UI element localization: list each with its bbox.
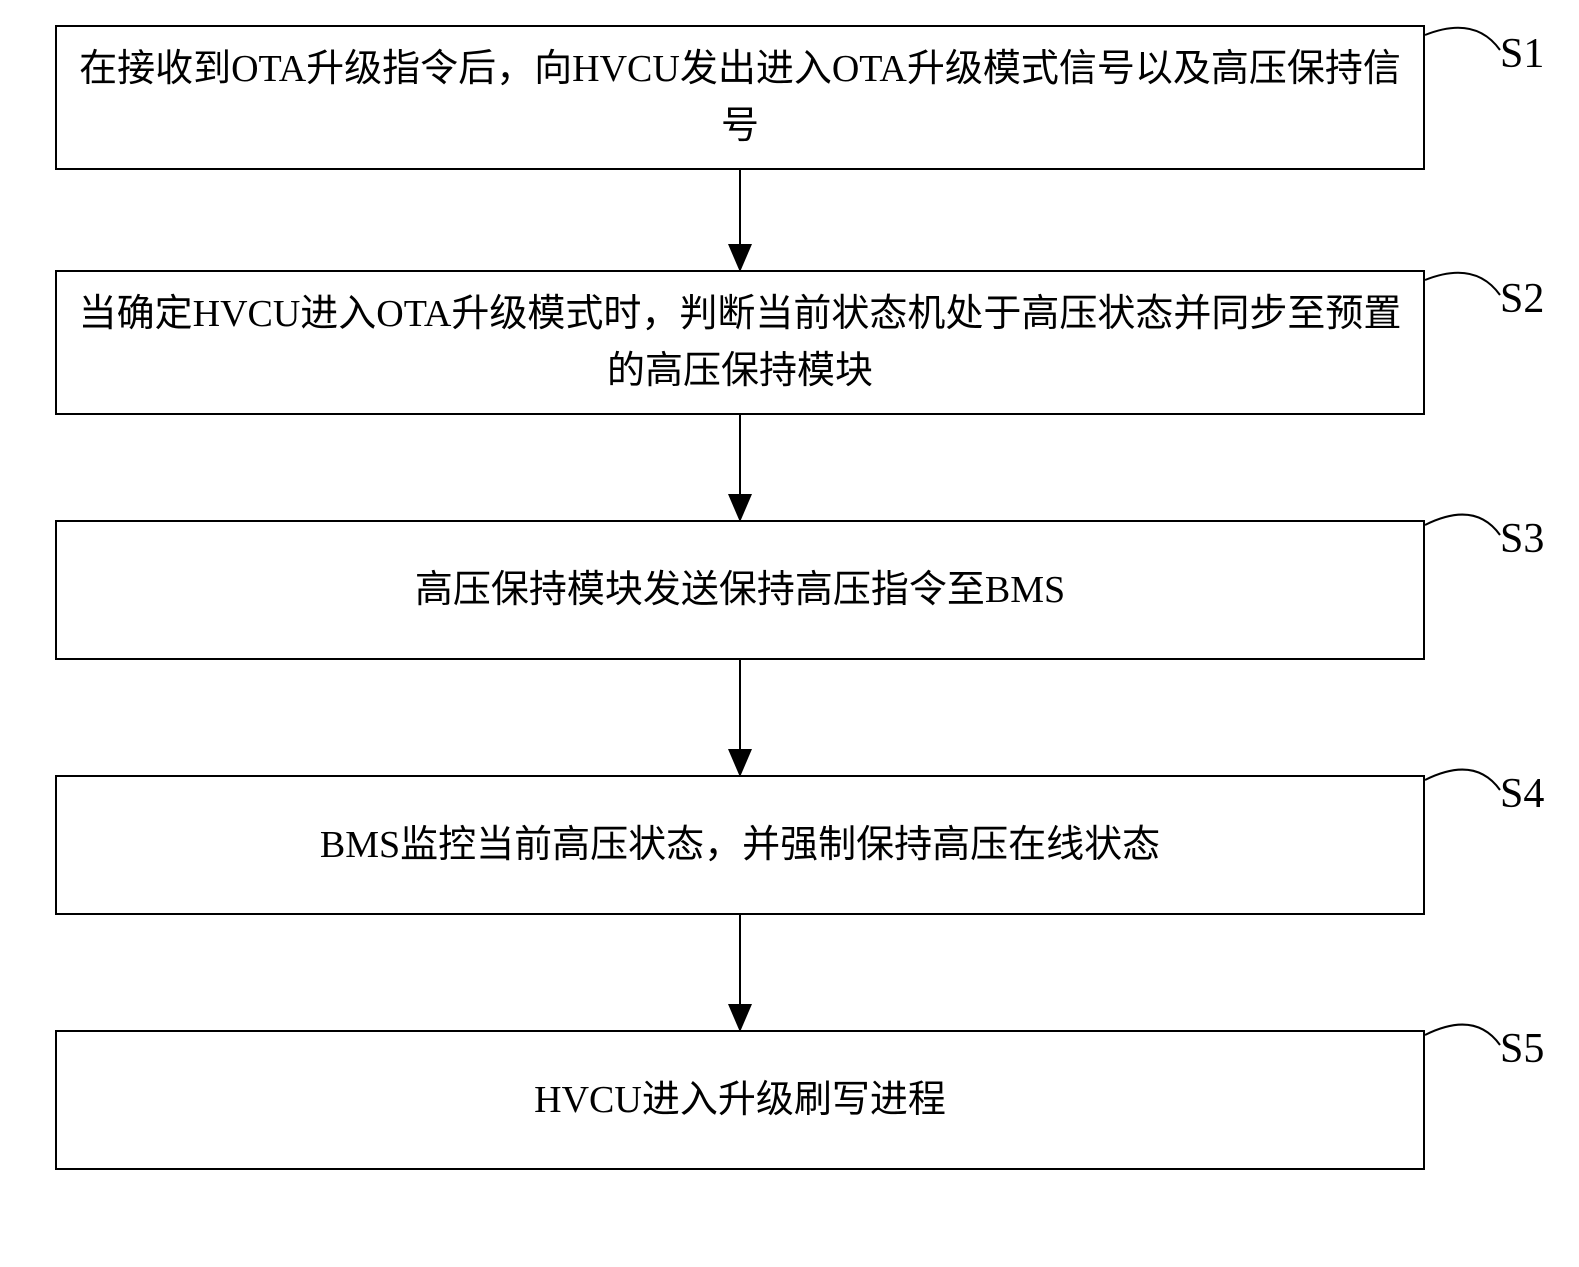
- flow-node-text: 在接收到OTA升级指令后，向HVCU发出进入OTA升级模式信号以及高压保持信号: [77, 41, 1403, 155]
- flow-node-s5: HVCU进入升级刷写进程: [55, 1030, 1425, 1170]
- flow-node-s3: 高压保持模块发送保持高压指令至BMS: [55, 520, 1425, 660]
- label-curve-s4: [1425, 770, 1500, 790]
- flow-node-text: 当确定HVCU进入OTA升级模式时，判断当前状态机处于高压状态并同步至预置的高压…: [77, 286, 1403, 400]
- flowchart-container: 在接收到OTA升级指令后，向HVCU发出进入OTA升级模式信号以及高压保持信号 …: [0, 0, 1579, 1267]
- flow-node-text: 高压保持模块发送保持高压指令至BMS: [415, 562, 1065, 619]
- step-label-s2: S2: [1500, 275, 1544, 323]
- label-curve-s1: [1425, 28, 1500, 50]
- label-curve-s3: [1425, 515, 1500, 535]
- flow-node-s4: BMS监控当前高压状态，并强制保持高压在线状态: [55, 775, 1425, 915]
- flow-node-s2: 当确定HVCU进入OTA升级模式时，判断当前状态机处于高压状态并同步至预置的高压…: [55, 270, 1425, 415]
- step-label-s5: S5: [1500, 1025, 1544, 1073]
- flow-node-text: BMS监控当前高压状态，并强制保持高压在线状态: [320, 817, 1160, 874]
- label-curve-s2: [1425, 273, 1500, 295]
- step-label-s4: S4: [1500, 770, 1544, 818]
- flow-node-text: HVCU进入升级刷写进程: [534, 1072, 946, 1129]
- step-label-s3: S3: [1500, 515, 1544, 563]
- step-label-s1: S1: [1500, 30, 1544, 78]
- flow-node-s1: 在接收到OTA升级指令后，向HVCU发出进入OTA升级模式信号以及高压保持信号: [55, 25, 1425, 170]
- label-curve-s5: [1425, 1025, 1500, 1045]
